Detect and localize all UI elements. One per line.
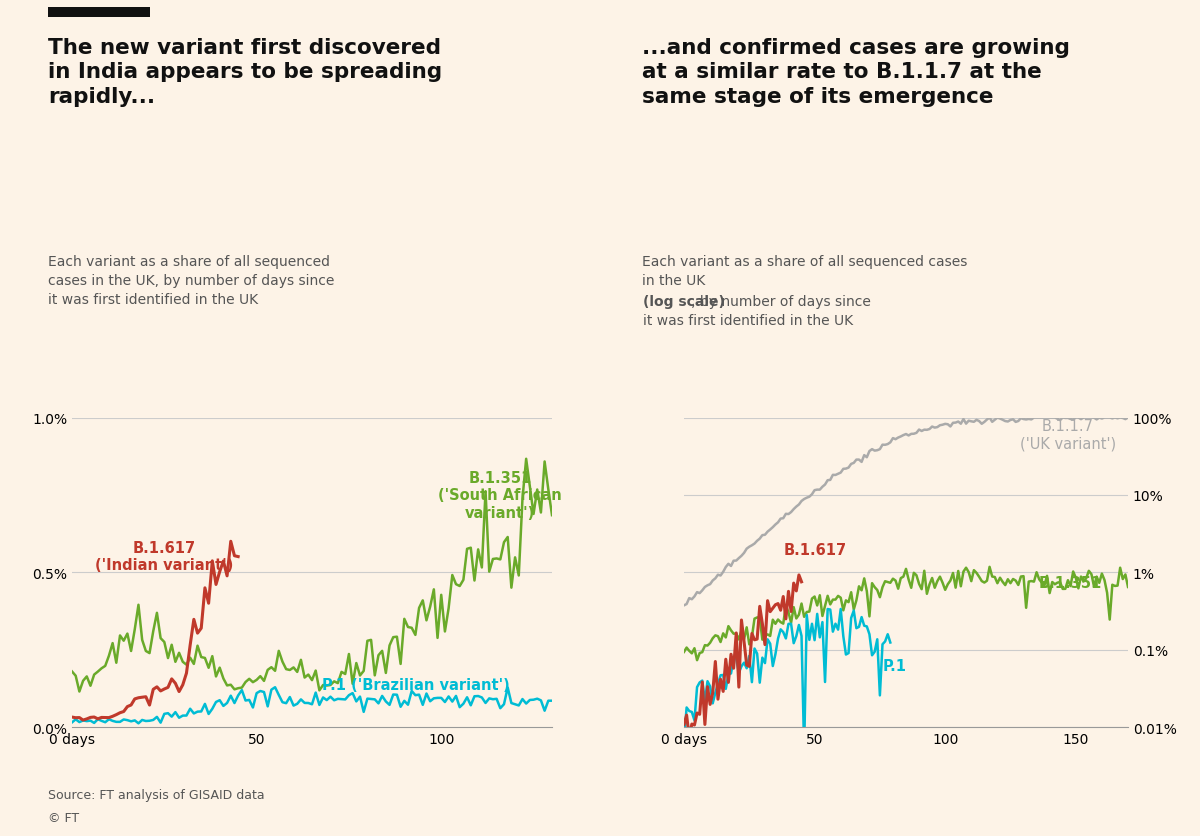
Text: (log scale): (log scale) [643, 295, 725, 309]
Text: ...and confirmed cases are growing
at a similar rate to B.1.1.7 at the
same stag: ...and confirmed cases are growing at a … [642, 38, 1070, 107]
Text: Each variant as a share of all sequenced
cases in the UK, by number of days sinc: Each variant as a share of all sequenced… [48, 255, 335, 307]
Text: B.1.351
('South African
variant'): B.1.351 ('South African variant') [438, 471, 562, 520]
Text: Each variant as a share of all sequenced cases
in the UK: Each variant as a share of all sequenced… [642, 255, 967, 288]
Text: B.1.351: B.1.351 [1039, 575, 1102, 590]
Text: B.1.617: B.1.617 [784, 542, 846, 557]
Text: © FT: © FT [48, 811, 79, 824]
Text: P.1: P.1 [882, 659, 906, 674]
Text: P.1 ('Brazilian variant'): P.1 ('Brazilian variant') [322, 677, 509, 691]
Text: The new variant first discovered
in India appears to be spreading
rapidly...: The new variant first discovered in Indi… [48, 38, 442, 107]
Text: B.1.1.7
('UK variant'): B.1.1.7 ('UK variant') [1020, 419, 1116, 451]
Text: B.1.617
('Indian variant'): B.1.617 ('Indian variant') [95, 540, 234, 573]
Text: Source: FT analysis of GISAID data: Source: FT analysis of GISAID data [48, 788, 265, 802]
Text: , by number of days since
it was first identified in the UK: , by number of days since it was first i… [643, 295, 871, 328]
